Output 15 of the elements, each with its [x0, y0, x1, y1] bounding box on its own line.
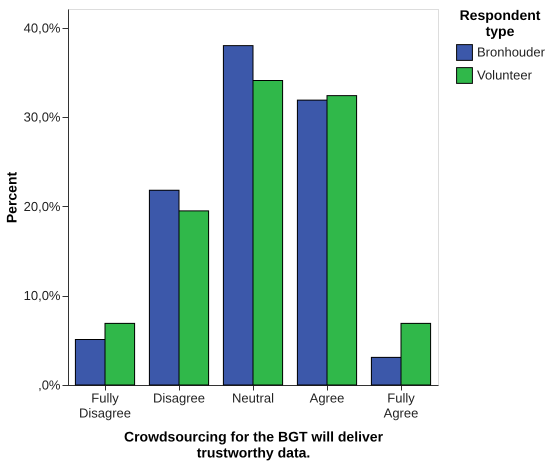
y-tick-label: 10,0%: [24, 288, 61, 304]
legend-label: Bronhouder: [477, 44, 546, 60]
x-tick-label: Fully Agree: [384, 390, 418, 420]
y-tick-label: 20,0%: [24, 198, 61, 214]
y-tick-label: 40,0%: [24, 20, 61, 36]
x-tick-label: Neutral: [232, 390, 274, 406]
x-tick-label: Fully Disagree: [78, 390, 132, 420]
x-tick-label: Disagree: [152, 390, 206, 406]
y-tick-label: ,0%: [38, 378, 61, 392]
y-axis-title: Percent: [4, 171, 20, 224]
legend-label: Volunteer: [477, 68, 533, 82]
x-axis-title: Crowdsourcing for the BGT will deliver trustworthy data.: [124, 428, 384, 460]
y-tick-label: 30,0%: [24, 110, 61, 125]
legend-title: Respondent type: [460, 7, 541, 39]
x-tick-label: Agree: [310, 390, 344, 406]
